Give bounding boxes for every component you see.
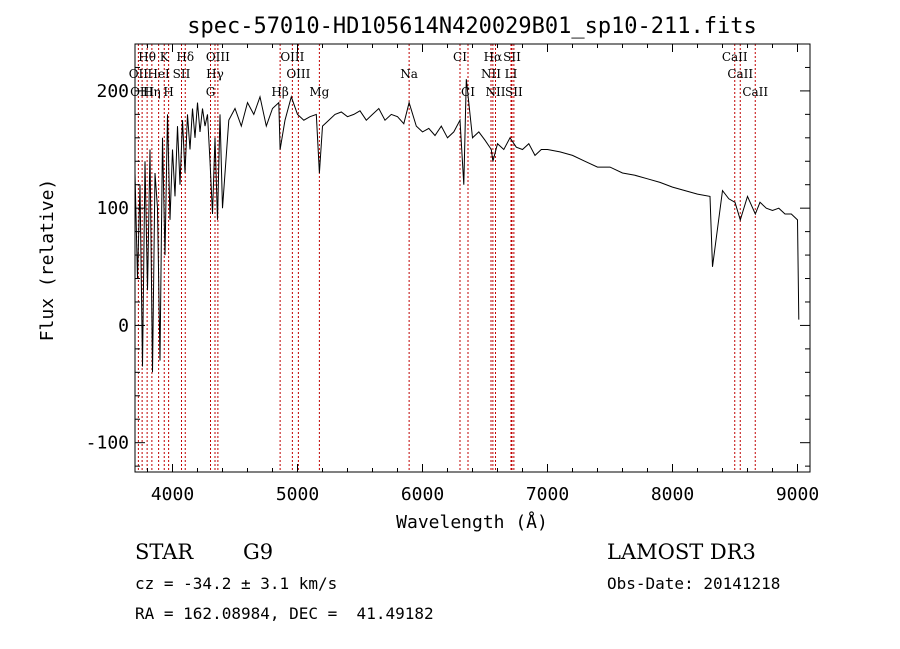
line-label: Hβ — [271, 85, 288, 99]
x-tick-label: 9000 — [776, 484, 819, 505]
line-label: Na — [400, 67, 418, 81]
line-label: SII — [173, 67, 191, 81]
y-axis-ticks: -100 0 100 200 — [86, 43, 810, 467]
line-label: CaII — [727, 67, 753, 81]
line-label: Hα — [484, 50, 503, 64]
line-label: NII — [486, 85, 506, 99]
y-axis-label: Flux (relative) — [37, 179, 58, 342]
line-label: Hγ — [206, 67, 224, 81]
object-subclass: G9 — [243, 540, 274, 564]
line-label: CaII — [742, 85, 768, 99]
line-label: OII — [129, 67, 149, 81]
coordinates: RA = 162.08984, DEC = 41.49182 — [135, 604, 434, 623]
x-tick-label: 4000 — [151, 484, 194, 505]
spectral-line-markers — [137, 44, 756, 472]
line-label: G — [206, 85, 216, 99]
chart-title: spec-57010-HD105614N420029B01_sp10-211.f… — [187, 14, 757, 39]
y-tick-label: 0 — [118, 315, 129, 336]
line-label: Hδ — [176, 50, 194, 64]
observation-date: Obs-Date: 20141218 — [607, 574, 781, 593]
x-axis-ticks: 4000 5000 6000 7000 8000 9000 — [147, 44, 819, 505]
y-tick-label: -100 — [86, 433, 129, 454]
line-label: Mg — [309, 85, 329, 99]
line-label: H — [163, 85, 173, 99]
redshift-velocity: cz = -34.2 ± 3.1 km/s — [135, 574, 338, 593]
line-label: HeI — [147, 67, 170, 81]
line-label: CaII — [722, 50, 748, 64]
line-label: Hη — [143, 85, 161, 99]
line-label: OIII — [206, 50, 230, 64]
line-label: LI — [505, 67, 518, 81]
object-class: STAR — [135, 540, 194, 564]
x-tick-label: 7000 — [526, 484, 569, 505]
plot-frame — [134, 43, 811, 473]
line-label: OIII — [130, 85, 154, 99]
line-label: SII — [503, 50, 521, 64]
survey-name: LAMOST DR3 — [607, 540, 756, 564]
line-label: OIII — [280, 50, 304, 64]
y-tick-label: 100 — [96, 198, 129, 219]
x-tick-label: 6000 — [401, 484, 444, 505]
line-label: SII — [505, 85, 523, 99]
x-axis-label: Wavelength (Å) — [396, 511, 548, 533]
line-label: Hθ — [138, 50, 156, 64]
line-label: K — [160, 50, 170, 64]
x-tick-label: 8000 — [651, 484, 694, 505]
x-tick-label: 5000 — [276, 484, 319, 505]
line-label: OIII — [286, 67, 310, 81]
line-label: NII — [481, 67, 501, 81]
spectrum-line — [134, 79, 800, 373]
line-label: CI — [453, 50, 467, 64]
y-tick-label: 200 — [96, 81, 129, 102]
